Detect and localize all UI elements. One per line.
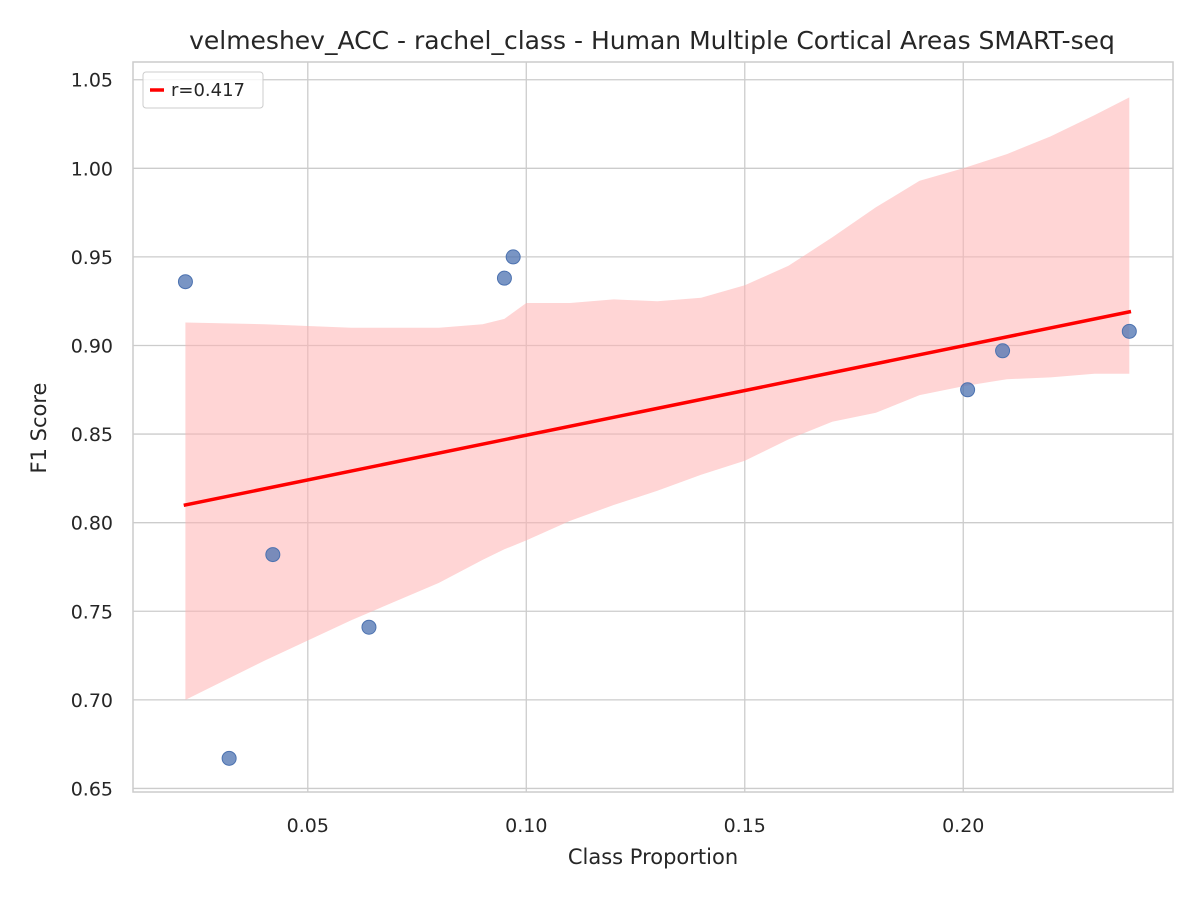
scatter-points bbox=[177, 249, 1137, 766]
x-tick-label: 0.10 bbox=[505, 815, 547, 837]
y-tick-labels: 0.65 0.70 0.75 0.80 0.85 0.90 0.95 1.00 1.05 bbox=[71, 70, 113, 801]
y-axis-label: F1 Score bbox=[27, 383, 51, 474]
legend-box bbox=[142, 71, 264, 109]
confidence-band bbox=[185, 97, 1130, 700]
y-tick-label: 0.70 bbox=[71, 690, 113, 712]
data-point bbox=[496, 270, 512, 286]
data-point bbox=[1121, 323, 1137, 339]
x-tick-label: 0.05 bbox=[287, 815, 329, 837]
data-point bbox=[221, 750, 237, 766]
x-tick-label: 0.15 bbox=[724, 815, 766, 837]
x-tick-labels: 0.05 0.10 0.15 0.20 bbox=[287, 815, 985, 837]
regression-line bbox=[183, 309, 1132, 508]
data-point bbox=[265, 547, 281, 563]
y-tick-label: 0.65 bbox=[71, 778, 113, 800]
confidence-band-layer bbox=[185, 97, 1130, 700]
data-point bbox=[505, 249, 521, 265]
y-tick-label: 0.85 bbox=[71, 424, 113, 446]
y-tick-label: 1.00 bbox=[71, 158, 113, 180]
y-tick-label: 0.75 bbox=[71, 601, 113, 623]
chart-title: velmeshev_ACC - rachel_class - Human Mul… bbox=[189, 26, 1115, 55]
y-tick-label: 1.05 bbox=[71, 70, 113, 92]
x-tick-label: 0.20 bbox=[942, 815, 984, 837]
regression-line-layer bbox=[183, 309, 1132, 508]
data-point bbox=[361, 619, 377, 635]
data-point bbox=[995, 343, 1011, 359]
legend: r=0.417 bbox=[142, 71, 264, 109]
data-point bbox=[177, 274, 193, 290]
data-point bbox=[960, 382, 976, 398]
y-tick-label: 0.95 bbox=[71, 247, 113, 269]
y-tick-label: 0.80 bbox=[71, 513, 113, 535]
y-tick-label: 0.90 bbox=[71, 335, 113, 357]
plot-frame bbox=[132, 61, 1174, 793]
legend-label: r=0.417 bbox=[171, 80, 245, 101]
x-axis-label: Class Proportion bbox=[568, 845, 738, 869]
